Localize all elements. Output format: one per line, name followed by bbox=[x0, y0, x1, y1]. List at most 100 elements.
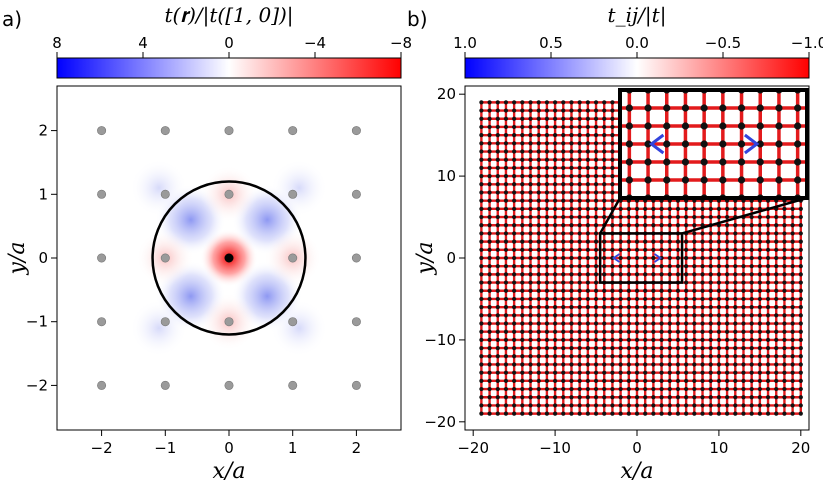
lattice-site bbox=[675, 378, 681, 383]
lattice-site bbox=[593, 157, 599, 162]
inset-site bbox=[719, 122, 727, 130]
lattice-site bbox=[659, 206, 664, 211]
lattice-site bbox=[610, 329, 615, 334]
lattice-site bbox=[618, 411, 623, 416]
lattice-site bbox=[757, 321, 762, 326]
lattice-site bbox=[561, 337, 566, 343]
lattice-site bbox=[495, 198, 500, 203]
lattice-site bbox=[561, 149, 566, 154]
lattice-site bbox=[692, 206, 697, 211]
lattice-site bbox=[569, 370, 574, 375]
lattice-site bbox=[790, 247, 795, 252]
lattice-site bbox=[741, 272, 746, 277]
lattice-site bbox=[544, 223, 550, 228]
lattice-site bbox=[667, 272, 672, 277]
lattice-site bbox=[503, 329, 509, 334]
lattice-site bbox=[749, 239, 754, 244]
lattice-site bbox=[749, 231, 754, 236]
lattice-site bbox=[741, 378, 746, 383]
inset-site bbox=[625, 122, 633, 130]
inset-site bbox=[700, 158, 708, 166]
lattice-site bbox=[593, 133, 599, 138]
lattice-site bbox=[634, 223, 640, 228]
panel-a-ytick-label: 1 bbox=[38, 185, 48, 203]
lattice-site bbox=[528, 116, 533, 121]
inset-site bbox=[700, 122, 708, 130]
lattice-site bbox=[667, 378, 672, 383]
lattice-site bbox=[667, 223, 672, 228]
lattice-site bbox=[618, 313, 623, 318]
lattice-site bbox=[733, 395, 738, 400]
lattice-site bbox=[724, 280, 730, 285]
lattice-site bbox=[692, 337, 697, 343]
panel-a-label: a) bbox=[2, 7, 22, 31]
lattice-site bbox=[528, 231, 533, 236]
lattice-site bbox=[626, 313, 631, 318]
lattice-site bbox=[675, 255, 681, 261]
lattice-site bbox=[667, 411, 672, 416]
panel-a-xtick-label: −1 bbox=[154, 439, 176, 457]
lattice-site bbox=[577, 370, 582, 375]
lattice-site bbox=[593, 223, 599, 228]
lattice-site bbox=[782, 264, 787, 269]
panel-b-zoom bbox=[598, 88, 809, 284]
lattice-site bbox=[602, 149, 607, 154]
lattice-site bbox=[724, 378, 730, 383]
lattice-site bbox=[487, 329, 492, 334]
lattice-site bbox=[757, 231, 762, 236]
lattice-site bbox=[577, 345, 582, 351]
lattice-site bbox=[585, 214, 590, 220]
lattice-site bbox=[774, 378, 779, 383]
lattice-site bbox=[585, 223, 590, 228]
lattice-site bbox=[716, 321, 722, 326]
lattice-site bbox=[602, 337, 607, 343]
lattice-site bbox=[561, 116, 566, 121]
lattice-site bbox=[351, 253, 361, 263]
inset-site bbox=[775, 158, 783, 166]
lattice-site bbox=[708, 403, 713, 408]
lattice-site bbox=[618, 386, 623, 392]
lattice-site bbox=[798, 370, 803, 375]
lattice-site bbox=[765, 264, 771, 269]
lattice-site bbox=[561, 403, 566, 408]
panel-a-heatmap bbox=[130, 159, 328, 357]
lattice-site bbox=[765, 386, 771, 392]
lattice-site bbox=[618, 264, 623, 269]
lattice-site bbox=[757, 264, 762, 269]
lattice-site bbox=[528, 247, 533, 252]
lattice-site bbox=[626, 370, 631, 375]
lattice-site bbox=[708, 329, 713, 334]
lattice-site bbox=[626, 395, 631, 400]
lattice-site bbox=[667, 214, 672, 220]
lattice-site bbox=[544, 108, 550, 113]
lattice-site bbox=[684, 239, 689, 244]
lattice-site bbox=[479, 288, 484, 293]
lattice-site bbox=[684, 280, 689, 285]
lattice-site bbox=[700, 231, 705, 236]
lattice-site bbox=[765, 362, 771, 367]
lattice-site bbox=[503, 149, 509, 154]
lattice-site bbox=[536, 264, 541, 269]
lattice-site bbox=[684, 247, 689, 252]
lattice-site bbox=[536, 108, 541, 113]
lattice-site bbox=[733, 280, 738, 285]
lattice-site bbox=[741, 354, 746, 359]
lattice-site bbox=[651, 214, 656, 220]
lattice-site bbox=[618, 296, 623, 302]
lattice-site bbox=[651, 378, 656, 383]
lattice-site bbox=[544, 182, 550, 187]
lattice-site bbox=[585, 288, 590, 293]
lattice-site bbox=[512, 223, 517, 228]
lattice-site bbox=[651, 264, 656, 269]
lattice-site bbox=[602, 133, 607, 138]
lattice-site bbox=[503, 305, 509, 310]
lattice-site bbox=[528, 411, 533, 416]
lattice-site bbox=[602, 370, 607, 375]
lattice-site bbox=[503, 190, 509, 195]
lattice-site bbox=[659, 264, 664, 269]
lattice-site bbox=[741, 321, 746, 326]
lattice-site bbox=[528, 370, 533, 375]
lattice-site bbox=[528, 329, 533, 334]
lattice-site bbox=[528, 133, 533, 138]
lattice-site bbox=[585, 345, 590, 351]
